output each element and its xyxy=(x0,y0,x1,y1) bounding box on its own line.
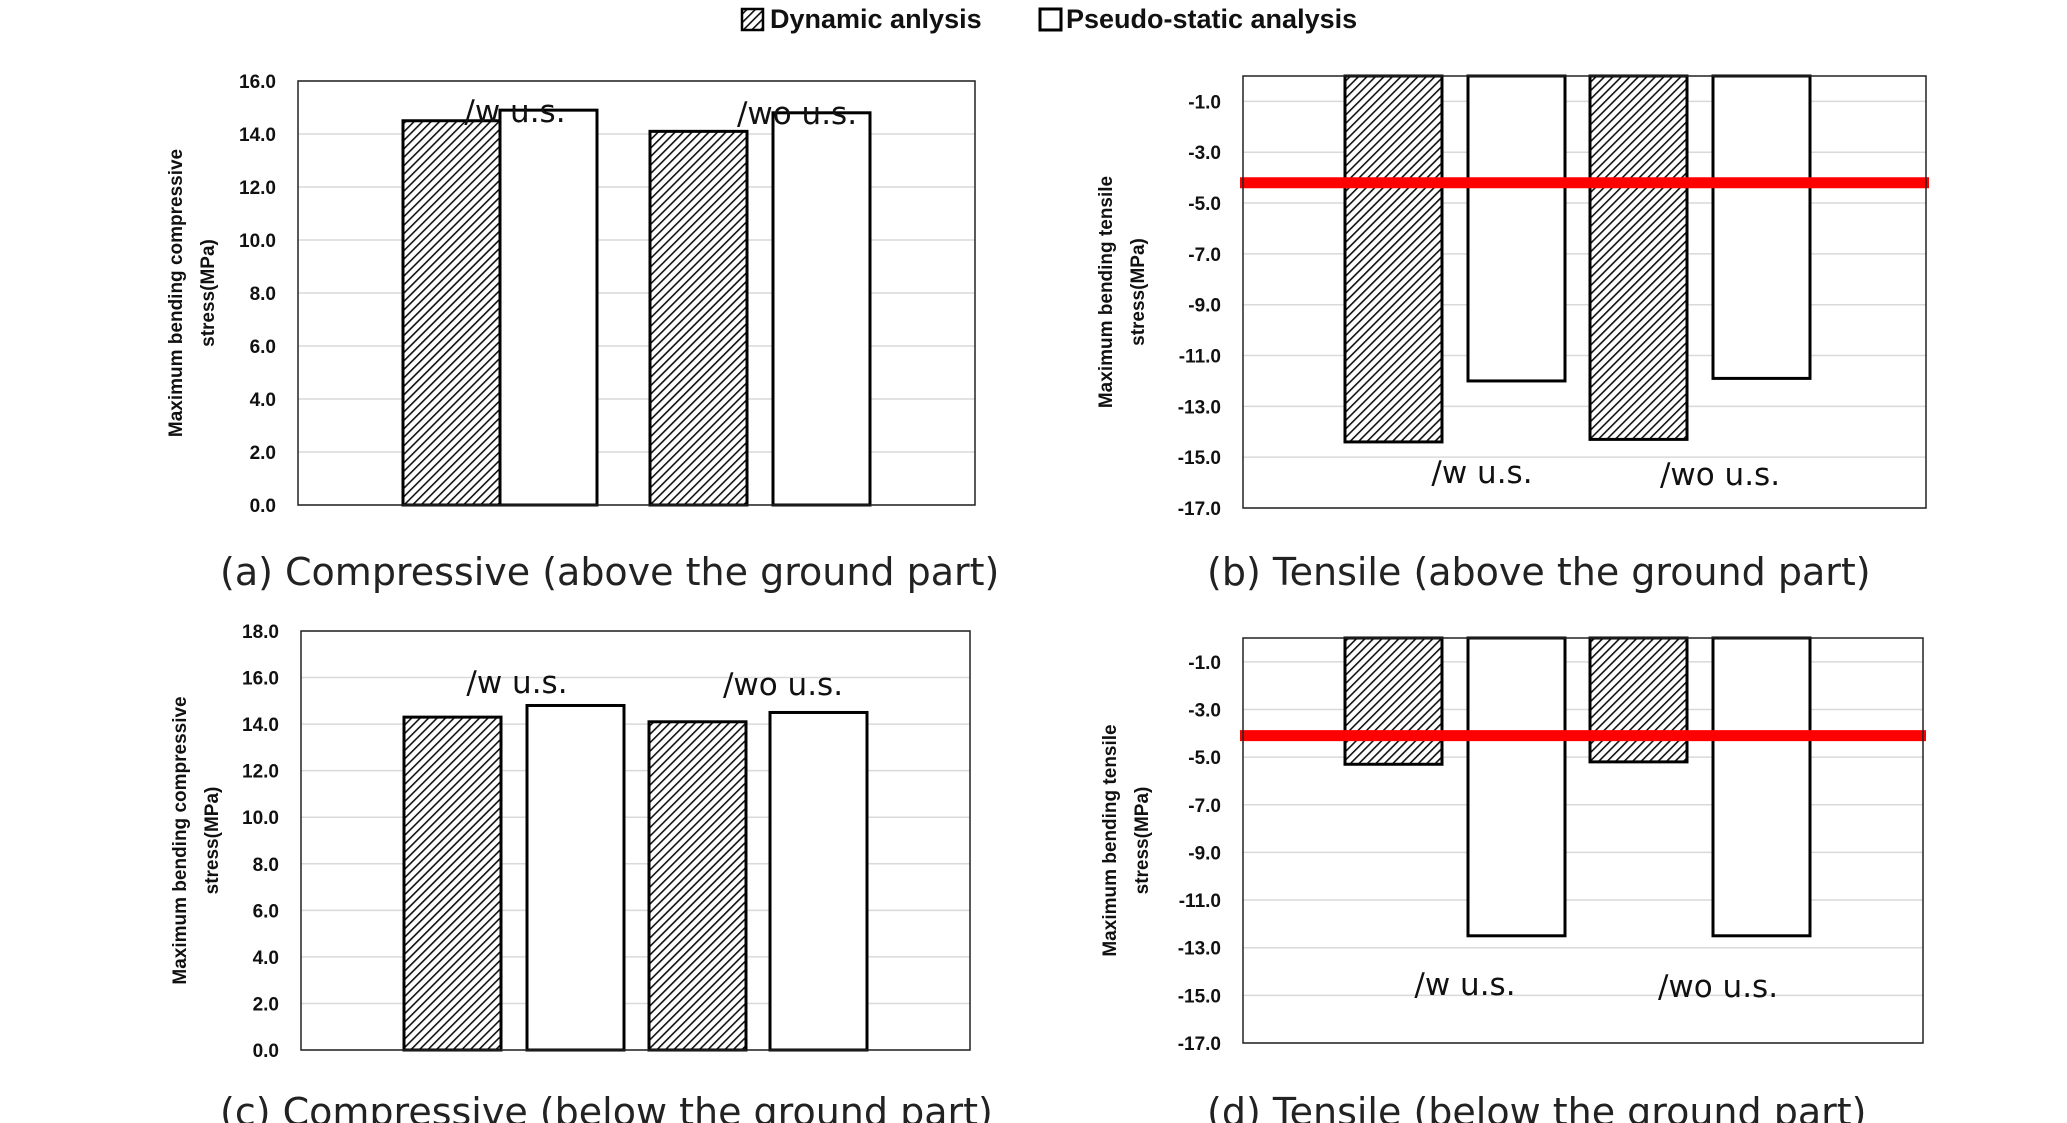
y-tick-label: 4.0 xyxy=(250,390,276,411)
panel-caption: (d) Tensile (below the ground part) xyxy=(1207,1090,1866,1123)
bar-pseudo-static xyxy=(1711,636,1812,938)
chart-panel-d: -1.0 -3.0 -5.0 -7.0 -9.0 -11.0 -13.0 -15.0 -17.0… xyxy=(1100,636,1926,1123)
y-tick-label: 0.0 xyxy=(250,496,276,517)
plot-border xyxy=(300,630,971,1051)
y-tick-label: 4.0 xyxy=(253,948,279,969)
y-tick-label: -9.0 xyxy=(1188,843,1221,864)
bar-pseudo-static xyxy=(1711,74,1812,380)
bar-dynamic xyxy=(1343,636,1444,766)
y-tick-label: -3.0 xyxy=(1188,700,1221,721)
y-tick-label: -1.0 xyxy=(1188,92,1221,113)
category-label: /wo u.s. xyxy=(723,667,843,703)
plot-border xyxy=(297,80,976,506)
bar-pseudo-static xyxy=(525,703,626,1052)
category-label: /wo u.s. xyxy=(1660,457,1780,493)
bar-pseudo-static xyxy=(498,108,599,507)
plot-border xyxy=(1242,637,1924,1044)
legend-item-pseudo-static: Pseudo-static analysis xyxy=(1038,4,1357,34)
bar-dynamic xyxy=(402,715,503,1052)
legend-label-pseudo-static: Pseudo-static analysis xyxy=(1066,4,1357,34)
legend-label-dynamic: Dynamic anlysis xyxy=(770,4,982,34)
y-tick-label: -5.0 xyxy=(1188,748,1221,769)
y-tick-label: -15.0 xyxy=(1178,448,1221,469)
y-tick-label: 12.0 xyxy=(239,178,276,199)
y-tick-label: -11.0 xyxy=(1179,891,1221,912)
y-tick-label: 14.0 xyxy=(242,715,279,736)
y-tick-label: 8.0 xyxy=(250,284,276,305)
y-tick-label: 2.0 xyxy=(250,443,276,464)
category-label: /w u.s. xyxy=(464,94,565,130)
y-tick-label: 12.0 xyxy=(242,762,279,783)
bar-pseudo-static xyxy=(771,111,872,507)
y-tick-label: -7.0 xyxy=(1188,796,1221,817)
y-tick-label: -17.0 xyxy=(1178,1034,1221,1055)
y-tick-label: 18.0 xyxy=(242,622,279,643)
y-tick-label: 2.0 xyxy=(253,994,279,1015)
bar-dynamic xyxy=(1588,74,1689,441)
plot-border xyxy=(1242,75,1927,509)
y-tick-label: 8.0 xyxy=(253,855,279,876)
bar-dynamic xyxy=(401,119,502,507)
panel-caption: (a) Compressive (above the ground part) xyxy=(220,550,999,594)
y-tick-label: 10.0 xyxy=(242,808,279,829)
y-axis-label: Maximum bending tensile xyxy=(1096,176,1117,408)
legend-item-dynamic: Dynamic anlysis xyxy=(740,4,982,34)
y-tick-label: -11.0 xyxy=(1179,347,1221,368)
y-axis-label: Maximum bending tensile xyxy=(1100,724,1121,956)
y-axis-label: stress(MPa) xyxy=(198,239,219,347)
plot-area xyxy=(301,631,970,1050)
y-axis-label: Maximum bending compressive xyxy=(170,696,191,984)
panel-caption: (c) Compressive (below the ground part) xyxy=(220,1090,993,1123)
category-label: /wo u.s. xyxy=(737,96,857,132)
y-axis-label: stress(MPa) xyxy=(1132,787,1153,895)
category-label: /wo u.s. xyxy=(1658,969,1778,1005)
y-tick-label: 0.0 xyxy=(253,1041,279,1062)
y-tick-label: -1.0 xyxy=(1188,653,1221,674)
y-tick-label: 14.0 xyxy=(239,125,276,146)
bar-pseudo-static xyxy=(1466,74,1567,383)
y-tick-label: 6.0 xyxy=(253,901,279,922)
y-tick-label: -13.0 xyxy=(1178,397,1221,418)
y-tick-label: -7.0 xyxy=(1188,245,1221,266)
legend-swatch-hatch xyxy=(740,7,765,32)
y-tick-label: -9.0 xyxy=(1188,296,1221,317)
category-label: /w u.s. xyxy=(1431,455,1532,491)
chart-panel-a: 16.0 14.0 12.0 10.0 8.0 6.0 4.0 2.0 0.0/w u.s. /w… xyxy=(166,72,999,594)
bar-dynamic xyxy=(647,720,748,1052)
y-tick-label: 16.0 xyxy=(242,669,279,690)
panel-caption: (b) Tensile (above the ground part) xyxy=(1207,550,1871,594)
y-axis-label: stress(MPa) xyxy=(202,787,223,895)
y-axis-label: Maximum bending compressive xyxy=(166,149,187,437)
chart-panel-c: 18.0 16.0 14.0 12.0 10.0 8.0 6.0 4.0 2.0 0.0/w u.… xyxy=(170,622,993,1123)
y-tick-label: -5.0 xyxy=(1188,194,1221,215)
y-axis-label: stress(MPa) xyxy=(1128,238,1149,346)
bar-dynamic xyxy=(648,129,749,507)
y-tick-label: -13.0 xyxy=(1178,939,1221,960)
bar-pseudo-static xyxy=(1466,636,1567,938)
y-tick-label: 6.0 xyxy=(250,337,276,358)
bar-pseudo-static xyxy=(768,710,869,1052)
bar-dynamic xyxy=(1588,636,1689,764)
chart-panel-b: -1.0 -3.0 -5.0 -7.0 -9.0 -11.0 -13.0 -15.0 -17.0… xyxy=(1096,74,1929,594)
y-tick-label: 16.0 xyxy=(239,72,276,93)
y-tick-label: -17.0 xyxy=(1178,499,1221,520)
category-label: /w u.s. xyxy=(466,665,567,701)
legend-swatch-white xyxy=(1038,7,1063,32)
y-tick-label: -15.0 xyxy=(1178,986,1221,1007)
y-tick-label: 10.0 xyxy=(239,231,276,252)
category-label: /w u.s. xyxy=(1414,967,1515,1003)
bar-dynamic xyxy=(1343,74,1444,444)
y-tick-label: -3.0 xyxy=(1188,143,1221,164)
legend: Dynamic anlysis Pseudo-static analysis xyxy=(740,4,1357,34)
